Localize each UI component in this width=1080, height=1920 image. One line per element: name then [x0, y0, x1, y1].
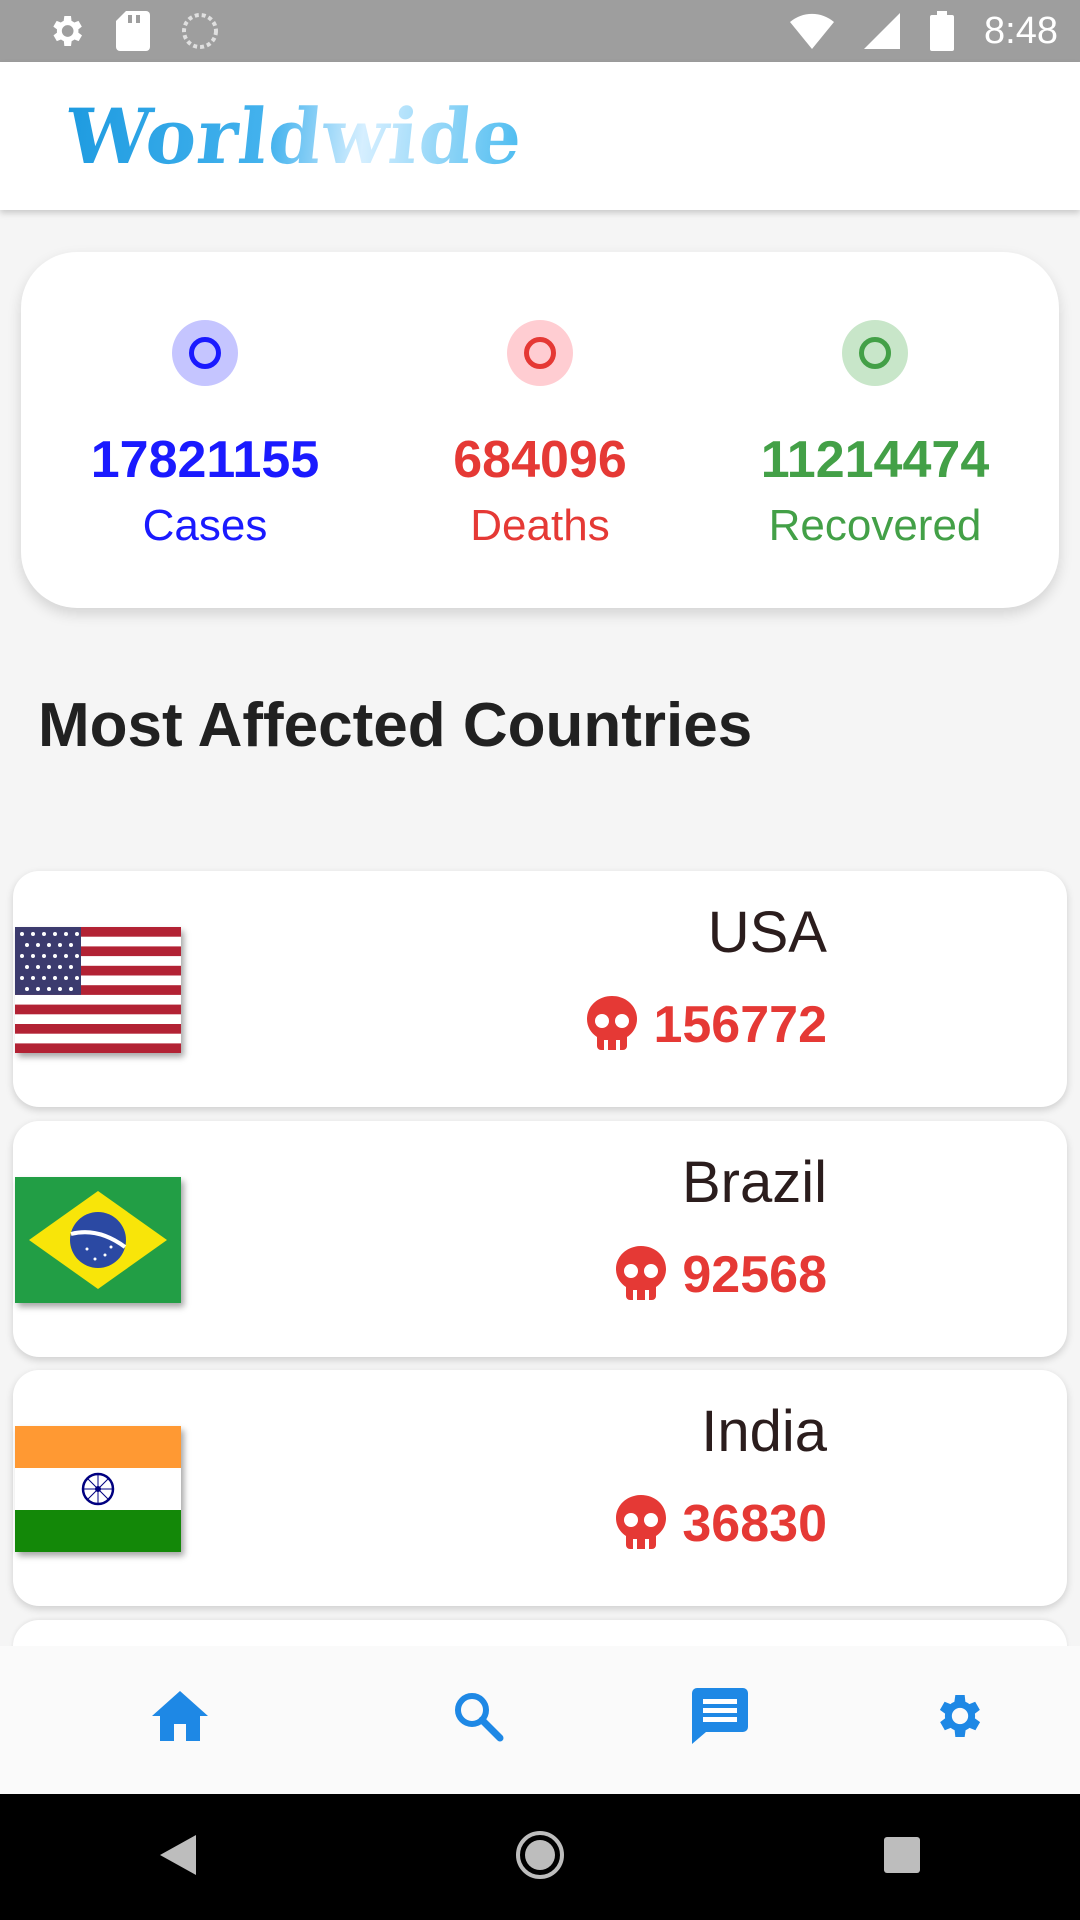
recovered-stat: 11214474 Recovered	[715, 252, 1035, 548]
india-flag-icon	[15, 1426, 181, 1552]
sd-card-icon	[116, 11, 150, 51]
skull-icon	[616, 1494, 667, 1554]
country-name: USA	[707, 900, 827, 965]
chat-icon	[692, 1687, 748, 1749]
deaths-value: 92568	[682, 1246, 827, 1304]
summary-card: 17821155 Cases 684096 Deaths 11214474 Re…	[21, 252, 1059, 608]
deaths-stat: 684096 Deaths	[380, 252, 700, 548]
system-nav	[0, 1794, 1080, 1920]
skull-icon	[587, 995, 638, 1055]
nav-chat[interactable]	[688, 1686, 752, 1750]
recents-icon[interactable]	[884, 1836, 921, 1878]
country-name: India	[701, 1399, 827, 1464]
cases-stat: 17821155 Cases	[45, 252, 365, 548]
country-deaths: 92568	[616, 1245, 827, 1305]
nav-search[interactable]	[446, 1686, 510, 1750]
country-card-usa[interactable]: USA 156772	[13, 871, 1067, 1107]
app-title: Worldwide	[61, 91, 528, 181]
battery-icon	[930, 11, 955, 51]
country-deaths: 36830	[616, 1494, 827, 1554]
cases-indicator-icon	[172, 320, 238, 386]
settings-status-icon	[46, 11, 86, 51]
cases-count: 17821155	[90, 431, 320, 489]
section-heading: Most Affected Countries	[38, 691, 753, 760]
nav-home[interactable]	[148, 1686, 212, 1750]
nav-settings[interactable]	[928, 1686, 992, 1750]
usa-flag-icon	[15, 927, 181, 1053]
cases-label: Cases	[142, 501, 268, 550]
bottom-nav	[0, 1646, 1080, 1794]
brazil-flag-icon	[15, 1177, 181, 1303]
recovered-label: Recovered	[768, 501, 982, 550]
gear-icon	[932, 1688, 988, 1749]
deaths-value: 36830	[682, 1495, 827, 1553]
back-icon[interactable]	[159, 1834, 196, 1880]
skull-icon	[616, 1245, 667, 1305]
home-circle-icon[interactable]	[515, 1830, 565, 1885]
country-card-brazil[interactable]: Brazil 92568	[13, 1121, 1067, 1357]
home-icon	[152, 1690, 208, 1746]
country-name: Brazil	[681, 1150, 827, 1215]
recovered-indicator-icon	[842, 320, 908, 386]
wifi-icon	[790, 13, 835, 49]
deaths-count: 684096	[453, 431, 627, 489]
status-bar: 8:48	[0, 0, 1080, 62]
country-deaths: 156772	[587, 995, 827, 1055]
recovered-count: 11214474	[760, 431, 990, 489]
app-bar: Worldwide	[0, 62, 1080, 210]
status-time: 8:48	[984, 9, 1058, 52]
sync-icon	[180, 11, 220, 51]
deaths-indicator-icon	[507, 320, 573, 386]
deaths-label: Deaths	[470, 501, 610, 550]
country-card-india[interactable]: India 36830	[13, 1370, 1067, 1606]
deaths-value: 156772	[653, 996, 827, 1054]
search-icon	[452, 1690, 504, 1747]
signal-icon	[864, 13, 901, 49]
